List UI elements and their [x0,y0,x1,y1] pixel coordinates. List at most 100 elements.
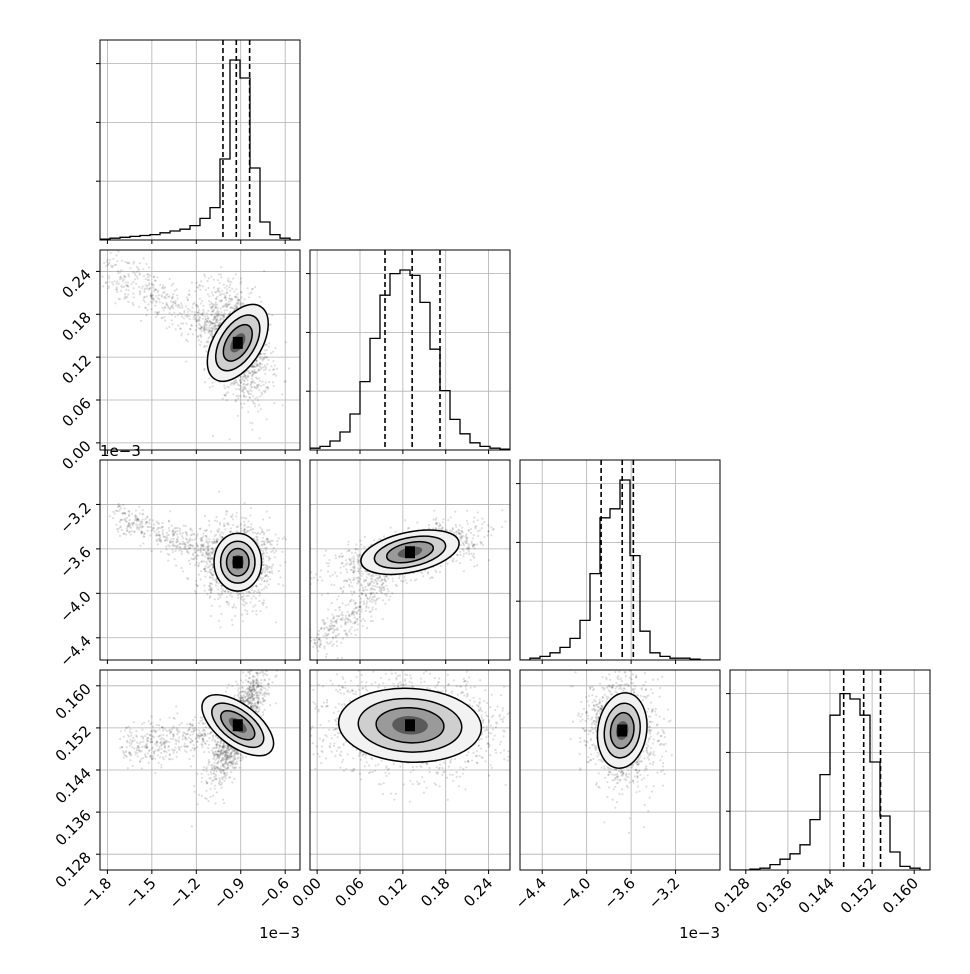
scatter-point [134,531,136,533]
scatter-point [237,397,239,399]
panel-frame [100,250,300,450]
scatter-point [224,528,226,530]
scatter-point [266,356,268,358]
scatter-point [134,519,136,521]
scatter-point [188,560,190,562]
scatter-point [243,392,245,394]
scatter-point [217,279,219,281]
scatter-point [120,519,122,521]
scatter-point [175,541,177,543]
scatter-point [171,298,173,300]
scatter-point [205,323,207,325]
scatter-point [341,562,343,564]
scatter-point [183,310,185,312]
scatter-point [257,410,259,412]
scatter-point [188,294,190,296]
scatter-point [194,539,196,541]
scatter-point [154,311,156,313]
scatter-point [171,538,173,540]
scatter-point [357,548,359,550]
scatter-point [179,530,181,532]
scatter-point [265,606,267,608]
scatter-point [237,395,239,397]
scatter-point [477,530,479,532]
scatter-point [206,593,208,595]
scatter-point [219,291,221,293]
scatter-point [262,564,264,566]
scatter-point [162,534,164,536]
scatter-point [154,280,156,282]
scatter-point [208,322,210,324]
scatter-point [335,557,337,559]
scatter-point [247,375,249,377]
scatter-point [230,281,232,283]
scatter-point [256,362,258,364]
scatter-point [362,573,364,575]
scatter-point [208,557,210,559]
scatter-point [459,524,461,526]
scatter-point [259,592,261,594]
scatter-point [268,559,270,561]
scatter-point [120,507,122,509]
scatter-point [422,575,424,577]
scatter-point [111,281,113,283]
scatter-point [223,293,225,295]
scatter-point [351,557,353,559]
scatter-point [124,281,126,283]
scatter-point [265,381,267,383]
scatter-point [193,533,195,535]
scatter-point [150,295,152,297]
scatter-point [181,550,183,552]
scatter-point [121,286,123,288]
scatter-point [263,588,265,590]
scatter-point [179,307,181,309]
scatter-point [259,363,261,365]
scatter-point [133,522,135,524]
scatter-point [432,518,434,520]
scatter-point [141,287,143,289]
scatter-point [439,571,441,573]
scatter-point [138,529,140,531]
scatter-point [210,276,212,278]
scatter-point [135,523,137,525]
scatter-point [143,532,145,534]
scatter-point [171,319,173,321]
scatter-point [132,292,134,294]
scatter-point [149,518,151,520]
scatter-point [250,390,252,392]
scatter-point [158,534,160,536]
scatter-point [204,576,206,578]
scatter-point [199,344,201,346]
scatter-point [220,587,222,589]
scatter-point [196,562,198,564]
scatter-point [192,303,194,305]
scatter-point [174,550,176,552]
scatter-point [215,315,217,317]
scatter-point [175,547,177,549]
scatter-point [317,579,319,581]
scatter-point [191,530,193,532]
scatter-point [263,369,265,371]
scatter-point [209,333,211,335]
scatter-point [212,385,214,387]
scatter-point [255,597,257,599]
scatter-point [105,282,107,284]
scatter-point [258,600,260,602]
scatter-point [272,564,274,566]
scatter-point [147,276,149,278]
scatter-point [255,610,257,612]
scatter-point [200,550,202,552]
scatter-point [366,589,368,591]
scatter-point [270,365,272,367]
scatter-point [476,564,478,566]
scatter-point [133,287,135,289]
scatter-point [275,621,277,623]
scatter-point [284,561,286,563]
scatter-point [258,369,260,371]
scatter-point [156,520,158,522]
scatter-point [470,532,472,534]
scatter-point [165,294,167,296]
scatter-point [149,288,151,290]
scatter-point [262,518,264,520]
scatter-point [264,571,266,573]
